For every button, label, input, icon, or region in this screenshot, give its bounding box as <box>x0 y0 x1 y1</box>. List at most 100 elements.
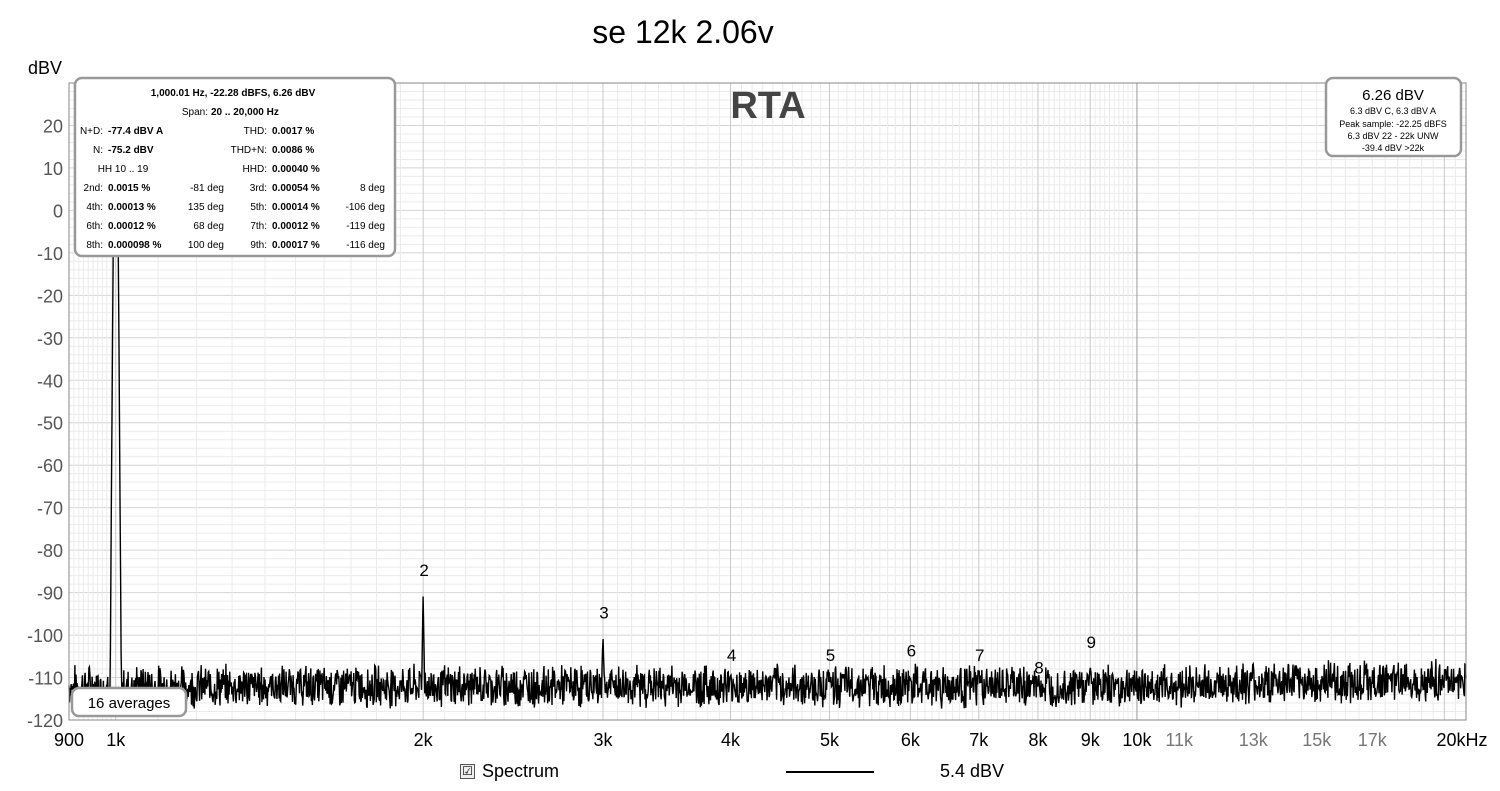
harmonic-markers: 2 3 4 5 6 7 8 9 <box>419 561 1096 678</box>
info-label: HH 10 .. 19 <box>98 164 149 175</box>
x-tick-label: 900 <box>54 730 84 750</box>
x-tick-label: 13k <box>1239 730 1269 750</box>
x-tick-label: 7k <box>969 730 989 750</box>
info-label: THD+N: <box>231 145 267 156</box>
info-label: THD: <box>244 126 267 137</box>
info-header: 1,000.01 Hz, -22.28 dBFS, 6.26 dBV <box>151 88 316 99</box>
averages-badge[interactable]: 16 averages <box>70 686 188 718</box>
info-value: 0.000098 % <box>108 240 161 251</box>
grid-layer <box>68 82 1467 721</box>
x-tick-label: 15k <box>1302 730 1332 750</box>
y-tick-label: -120 <box>27 711 63 731</box>
y-tick-label: -40 <box>37 371 63 391</box>
harmonic-marker-3: 3 <box>599 603 608 622</box>
level-line-4: -39.4 dBV >22k <box>1362 143 1425 153</box>
legend-value: 5.4 dBV <box>940 761 1005 781</box>
info-label: 6th: <box>86 221 103 232</box>
info-phase: 100 deg <box>188 240 224 251</box>
x-tick-label: 6k <box>901 730 921 750</box>
info-value: 0.00012 % <box>108 221 156 232</box>
y-tick-label: 0 <box>53 201 63 221</box>
harmonic-marker-5: 5 <box>826 646 835 665</box>
info-value: 0.0086 % <box>272 145 314 156</box>
info-phase: -119 deg <box>346 221 385 232</box>
spectrum-trace-layer <box>68 182 1467 709</box>
info-value: 0.0017 % <box>272 126 314 137</box>
info-label: 8th: <box>86 240 103 251</box>
y-tick-label: -80 <box>37 541 63 561</box>
info-value: -77.4 dBV A <box>108 126 163 137</box>
legend-line-swatch <box>786 771 874 773</box>
info-value: 0.00040 % <box>272 164 320 175</box>
info-label: 7th: <box>250 221 267 232</box>
info-value: 0.00013 % <box>108 202 156 213</box>
x-tick-label: 5k <box>820 730 840 750</box>
harmonic-marker-9: 9 <box>1086 633 1095 652</box>
info-value: 0.00017 % <box>272 240 320 251</box>
plot-border <box>68 82 1467 721</box>
y-tick-label: -70 <box>37 499 63 519</box>
harmonic-marker-7: 7 <box>975 646 984 665</box>
spectrum-checkbox[interactable]: ☑ <box>460 764 475 779</box>
info-span-label: Span: <box>182 107 208 118</box>
distortion-info-box[interactable]: 1,000.01 Hz, -22.28 dBFS, 6.26 dBV Span:… <box>73 76 397 258</box>
info-rows: N+D: -77.4 dBV A THD: 0.0017 % N: -75.2 dBV TH… <box>80 126 385 251</box>
harmonic-marker-2: 2 <box>419 561 428 580</box>
info-phase: 8 deg <box>360 183 385 194</box>
info-value: -75.2 dBV <box>108 145 154 156</box>
info-label: 3rd: <box>250 183 267 194</box>
info-phase: 68 deg <box>193 221 224 232</box>
info-value: 0.00054 % <box>272 183 320 194</box>
level-main: 6.26 dBV <box>1362 87 1424 104</box>
x-tick-label: 1k <box>106 730 126 750</box>
spectrum-series-line <box>68 182 1467 709</box>
x-tick-label: 2k <box>414 730 434 750</box>
x-tick-label: 11k <box>1165 730 1194 750</box>
x-tick-label: 17k <box>1358 730 1388 750</box>
y-tick-label: -100 <box>27 626 63 646</box>
level-line-3: 6.3 dBV 22 - 22k UNW <box>1347 131 1439 141</box>
y-tick-label: -60 <box>37 456 63 476</box>
info-label: N: <box>93 145 103 156</box>
y-tick-label: -90 <box>37 584 63 604</box>
info-label: N+D: <box>80 126 103 137</box>
y-tick-label: 20 <box>43 116 63 136</box>
info-value: 0.0015 % <box>108 183 150 194</box>
x-tick-label: 8k <box>1028 730 1048 750</box>
info-label: 4th: <box>86 202 103 213</box>
rta-watermark: RTA <box>730 85 805 127</box>
y-tick-label: -10 <box>37 244 63 264</box>
harmonic-marker-6: 6 <box>907 642 916 661</box>
y-tick-label: -20 <box>37 286 63 306</box>
y-tick-label: 10 <box>43 159 63 179</box>
x-tick-label: 3k <box>593 730 613 750</box>
y-tick-labels: 20 10 0 -10 -20 -30 -40 -50 -60 -70 -80 -90 -100 -110… <box>27 116 63 731</box>
level-info-box[interactable]: 6.26 dBV 6.3 dBV C, 6.3 dBV A Peak sampl… <box>1324 76 1463 158</box>
averages-label: 16 averages <box>88 695 171 712</box>
info-phase: 135 deg <box>188 202 224 213</box>
x-tick-label: 4k <box>721 730 741 750</box>
info-label: 9th: <box>250 240 267 251</box>
info-value: 0.00012 % <box>272 221 320 232</box>
info-phase: -106 deg <box>346 202 385 213</box>
x-tick-labels: 900 1k 2k 3k 4k 5k 6k 7k 8k 9k 10k 11k 13k 15k 17k 20kH… <box>54 730 1488 750</box>
level-line-2: Peak sample: -22.25 dBFS <box>1339 119 1447 129</box>
harmonic-marker-4: 4 <box>727 646 736 665</box>
x-tick-label: 9k <box>1081 730 1101 750</box>
y-tick-label: -50 <box>37 414 63 434</box>
legend-spectrum-label[interactable]: Spectrum <box>482 761 560 781</box>
info-label: 5th: <box>250 202 267 213</box>
chart-title: se 12k 2.06v <box>592 14 773 50</box>
info-phase: -116 deg <box>346 240 385 251</box>
harmonic-marker-8: 8 <box>1034 659 1043 678</box>
x-tick-label: 20kHz <box>1436 730 1487 750</box>
info-span-value: 20 .. 20,000 Hz <box>211 107 279 118</box>
info-label: 2nd: <box>84 183 103 194</box>
y-axis-label: dBV <box>28 58 62 78</box>
level-line-1: 6.3 dBV C, 6.3 dBV A <box>1350 106 1436 116</box>
x-tick-label: 10k <box>1122 730 1152 750</box>
y-tick-label: -110 <box>28 669 63 689</box>
y-tick-label: -30 <box>37 329 63 349</box>
info-label: HHD: <box>243 164 267 175</box>
